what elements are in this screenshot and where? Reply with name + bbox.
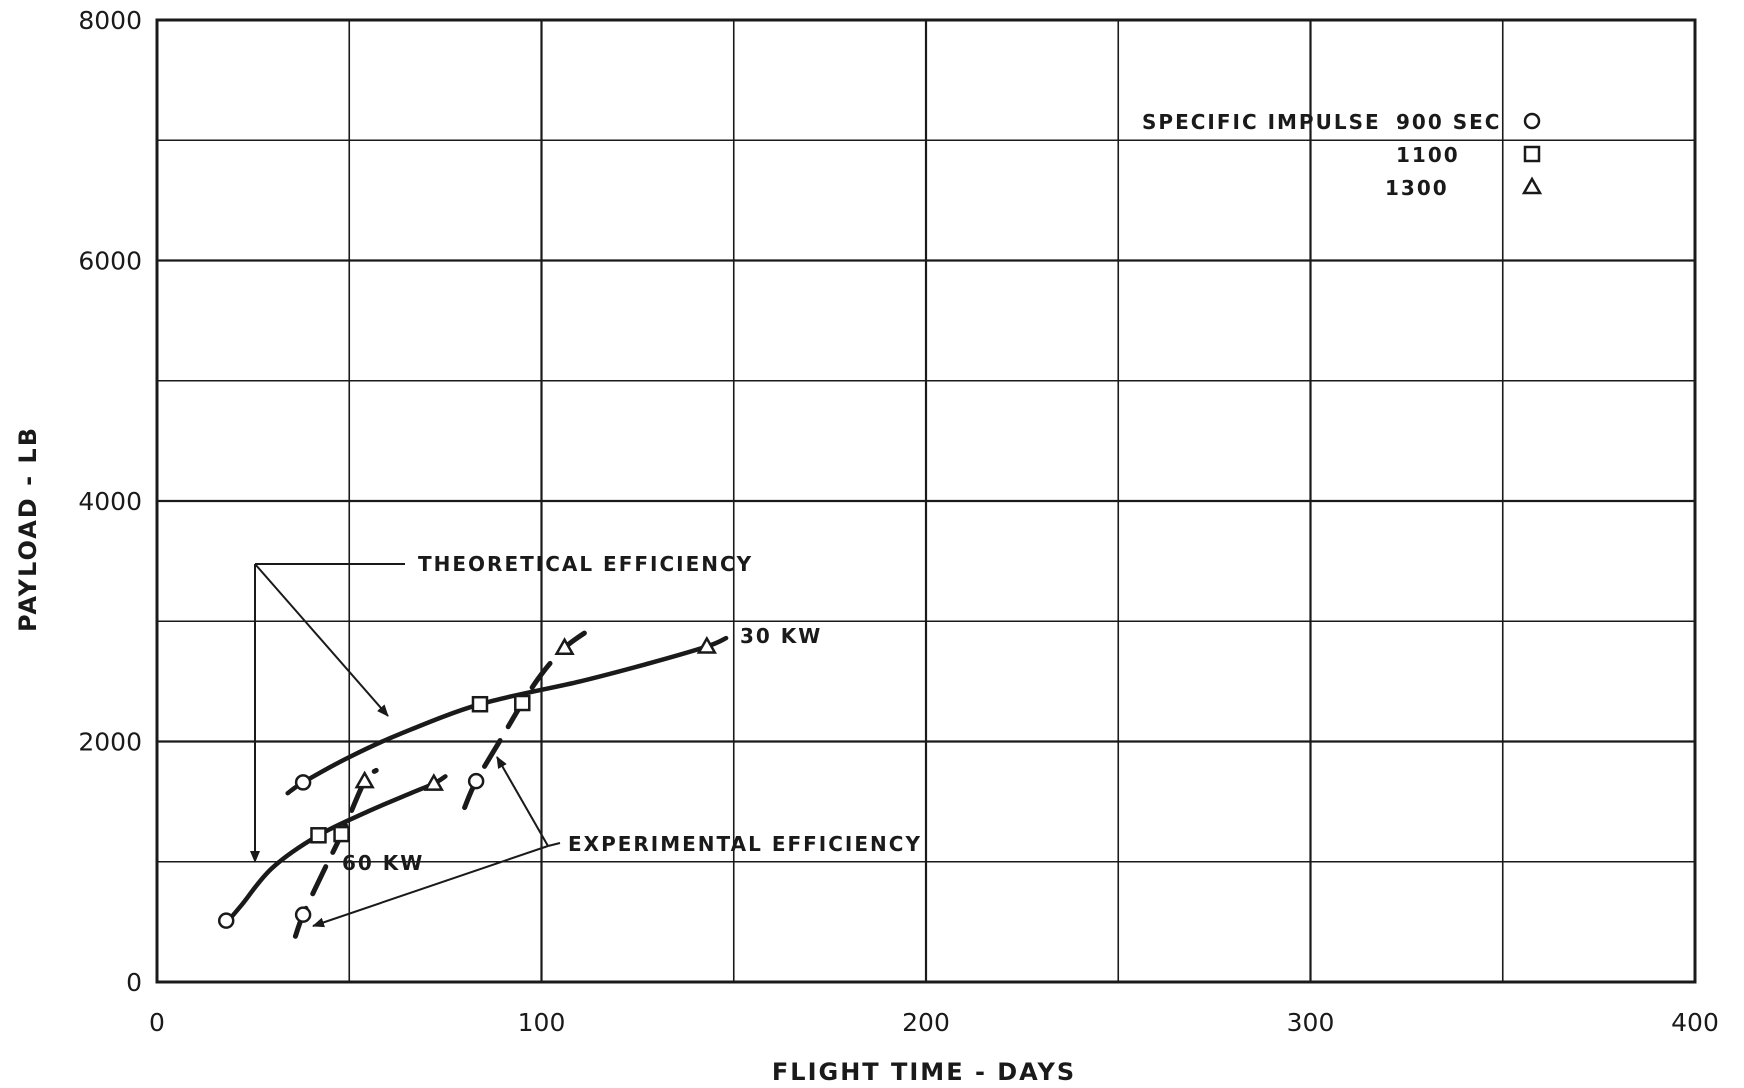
annotations: THEORETICAL EFFICIENCY EXPERIMENTAL EFFI… [250,552,922,928]
experimental-arrow-upper [496,756,549,847]
data-point-triangle [423,773,444,791]
data-point-triangle [554,637,575,655]
data-point-circle [467,772,485,790]
data-point-square [471,695,489,713]
y-tick-label: 0 [126,968,142,997]
data-point-circle [217,912,235,929]
experimental-bracket-line [547,842,561,847]
data-point-triangle [354,770,375,789]
legend-label-1300: 1300 [1385,176,1449,200]
x-tick-label: 0 [149,1008,165,1037]
x-tick-label: 400 [1671,1008,1719,1037]
grid-lines [157,20,1695,982]
plot-frame [155,18,1697,984]
y-tick-label: 4000 [78,487,142,516]
legend-label-900: 900 SEC [1396,110,1501,134]
annotation-30kw: 30 KW [740,624,822,648]
y-tick-label: 8000 [78,6,142,35]
theoretical-arrow-upper [254,563,389,717]
legend-label-1100: 1100 [1396,143,1460,167]
x-tick-label: 300 [1287,1008,1335,1037]
experimental-arrow-lower [312,845,549,928]
annotation-theoretical-efficiency: THEORETICAL EFFICIENCY [418,552,753,576]
data-markers [217,635,717,929]
series-line-30kw-theoretical [285,635,729,796]
annotation-60kw: 60 KW [342,851,424,875]
y-axis-title: PAYLOAD - LB [14,426,42,632]
x-tick-label: 100 [518,1008,566,1037]
data-point-square [333,825,350,843]
data-point-triangle [696,635,717,654]
x-tick-label: 200 [902,1008,950,1037]
annotation-experimental-efficiency: EXPERIMENTAL EFFICIENCY [568,832,922,856]
legend-square-marker [1523,145,1541,163]
y-tick-label: 6000 [78,247,142,276]
x-axis-title: FLIGHT TIME - DAYS [772,1058,1076,1086]
data-point-circle [294,774,312,791]
legend: SPECIFIC IMPULSE 900 SEC 1100 1300 [1142,110,1543,200]
legend-triangle-marker [1521,176,1543,195]
data-point-square [310,827,327,844]
data-point-square [514,694,531,712]
legend-title: SPECIFIC IMPULSE [1142,110,1381,134]
y-tick-label: 2000 [78,728,142,757]
data-point-circle [294,906,312,923]
legend-circle-marker [1523,112,1541,130]
